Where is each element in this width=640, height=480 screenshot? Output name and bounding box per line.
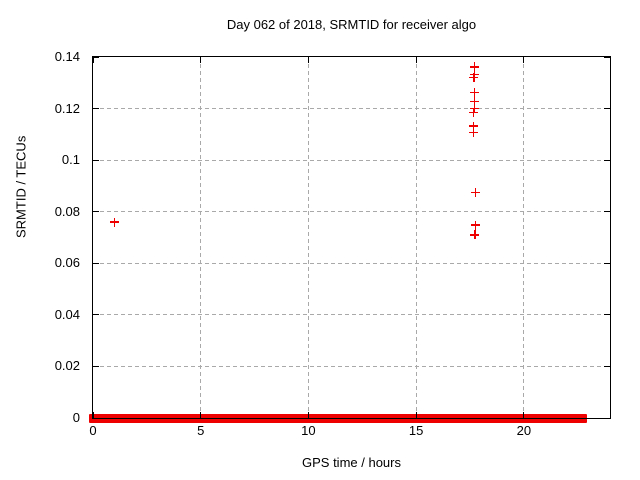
baseline-data-band [101,413,219,423]
gridline-vertical [307,57,309,418]
plot-area [89,56,611,423]
gridline-horizontal [93,159,610,161]
y-tick-mark-left [93,262,99,264]
y-tick-mark-right [604,365,610,367]
data-point-marker [470,220,480,230]
x-tick-label: 10 [301,423,316,438]
y-tick-mark-left [93,56,99,58]
y-tick-mark-left [93,211,99,213]
data-point-marker [470,104,480,114]
x-tick-mark-top [307,57,309,63]
y-tick-mark-left [93,159,99,161]
baseline-data-band [250,413,311,423]
data-point-marker [468,121,478,131]
y-tick-label: 0.04 [54,306,80,322]
y-tick-mark-right [604,211,610,213]
data-point-marker [469,62,479,72]
y-tick-mark-left [93,365,99,367]
x-tick-mark-bottom [523,412,525,418]
y-tick-mark-right [604,417,610,419]
data-point-marker [468,107,478,117]
y-tick-mark-right [604,108,610,110]
baseline-data-band [563,413,588,423]
gridline-vertical [523,57,525,418]
x-tick-mark-bottom [415,412,417,418]
y-tick-label: 0.14 [54,49,80,64]
y-tick-mark-left [93,417,99,419]
x-tick-label: 0 [89,423,97,438]
x-tick-label: 5 [197,423,205,438]
data-point-marker [469,72,479,82]
x-tick-mark-bottom [92,412,94,418]
gridline-horizontal [93,108,610,110]
baseline-data-band [321,413,379,423]
gridline-horizontal [93,211,610,213]
x-tick-mark-bottom [200,412,202,418]
chart-title: Day 062 of 2018, SRMTID for receiver alg… [226,17,477,32]
x-tick-mark-bottom [307,412,309,418]
baseline-data-band [379,413,478,423]
x-tick-mark-top [200,57,202,63]
y-tick-mark-left [93,314,99,316]
baseline-data-band [518,413,569,423]
data-point-marker [469,96,479,106]
gridline-horizontal [93,365,610,367]
x-tick-mark-top [415,57,417,63]
x-axis-label: GPS time / hours [302,455,401,470]
y-tick-mark-right [604,159,610,161]
y-tick-mark-right [604,262,610,264]
baseline-data-band [473,413,494,423]
gridline-horizontal [93,262,610,264]
x-tick-label: 20 [516,423,532,438]
y-tick-label: 0.06 [54,255,80,271]
gridline-horizontal [93,314,610,316]
y-tick-mark-right [604,56,610,58]
y-tick-mark-right [604,314,610,316]
y-tick-label: 0.1 [61,152,80,168]
y-tick-label: 0 [72,410,80,425]
data-point-marker [470,230,480,240]
plot-border [92,56,611,419]
y-tick-label: 0.08 [54,203,80,219]
x-tick-mark-top [523,57,525,63]
data-point-marker [470,187,480,197]
x-tick-mark-top [92,57,94,63]
x-tick-label: 15 [408,423,424,438]
data-point-marker [468,127,478,137]
y-tick-mark-left [93,108,99,110]
y-tick-label: 0.12 [54,100,80,116]
gridline-vertical [415,57,417,418]
data-point-marker [469,88,479,98]
y-tick-label: 0.02 [54,358,80,374]
gridline-vertical [200,57,202,418]
data-point-marker [110,217,120,227]
